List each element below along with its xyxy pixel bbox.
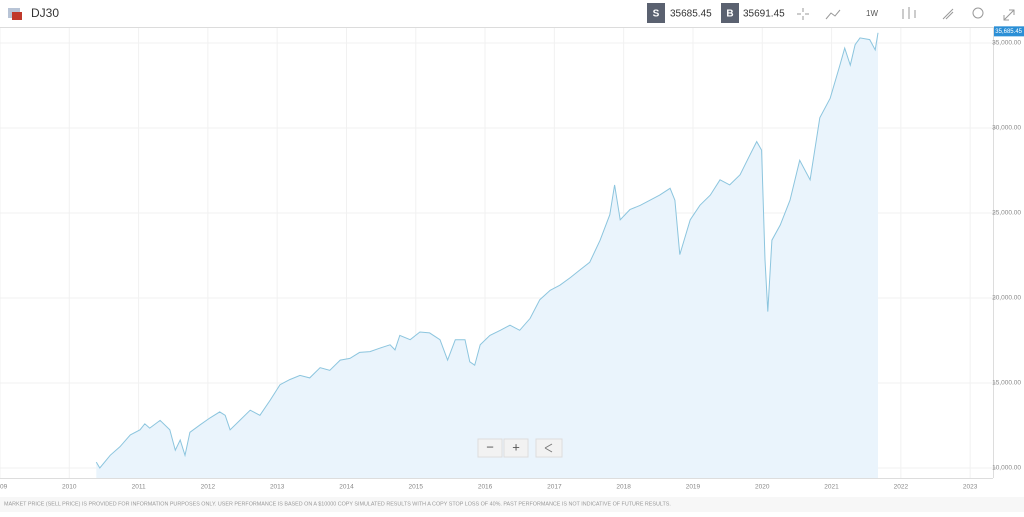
zoom-in-button[interactable] bbox=[503, 438, 529, 458]
x-tick-label: 2023 bbox=[963, 484, 978, 491]
zoom-out-label: − bbox=[486, 439, 494, 454]
last-price-label: 35,685.45 bbox=[995, 29, 1022, 35]
x-tick-label: 2009 bbox=[0, 484, 8, 491]
x-tick-label: 2019 bbox=[686, 484, 701, 491]
zoom-in-label: + bbox=[512, 439, 520, 454]
chart-type-icon[interactable] bbox=[825, 9, 841, 20]
y-tick-label: 20,000.00 bbox=[992, 295, 1021, 302]
plot bbox=[0, 28, 993, 479]
sell-price: 35685.45 bbox=[670, 9, 712, 20]
x-tick-label: 2016 bbox=[478, 484, 493, 491]
x-tick-label: 2012 bbox=[201, 484, 216, 491]
footer-bar bbox=[0, 497, 1024, 512]
toolbar bbox=[797, 7, 1015, 21]
share-button[interactable] bbox=[535, 438, 563, 458]
symbol: DJ30 bbox=[31, 6, 59, 20]
timeframe[interactable]: 1W bbox=[866, 9, 878, 18]
fullscreen-icon[interactable] bbox=[1003, 9, 1015, 21]
y-tick-label: 25,000.00 bbox=[992, 210, 1021, 217]
y-tick-label: 35,000.00 bbox=[992, 40, 1021, 47]
sell-label: S bbox=[653, 9, 660, 20]
x-tick-label: 2017 bbox=[547, 484, 562, 491]
x-tick-label: 2015 bbox=[409, 484, 424, 491]
price-line bbox=[95, 32, 879, 469]
buy-label: B bbox=[726, 9, 733, 20]
crosshair-icon[interactable] bbox=[797, 8, 809, 20]
settings-icon[interactable] bbox=[972, 7, 984, 19]
disclaimer: MARKET PRICE (SELL PRICE) IS PROVIDED FO… bbox=[4, 501, 671, 507]
x-tick-label: 2022 bbox=[894, 484, 909, 491]
header-bar bbox=[0, 0, 1024, 27]
x-tick-label: 2011 bbox=[132, 484, 146, 491]
x-tick-label: 2014 bbox=[339, 484, 354, 491]
last-price-tag bbox=[994, 26, 1024, 37]
y-tick-label: 10,000.00 bbox=[992, 465, 1021, 472]
y-tick-label: 30,000.00 bbox=[992, 125, 1021, 132]
x-tick-label: 2018 bbox=[616, 484, 631, 491]
sell-button[interactable] bbox=[647, 3, 665, 23]
candle-icon[interactable] bbox=[902, 7, 916, 19]
buy-price: 35691.45 bbox=[743, 9, 785, 20]
y-tick-label: 15,000.00 bbox=[992, 380, 1021, 387]
x-tick-label: 2010 bbox=[62, 484, 77, 491]
symbol-flag bbox=[12, 12, 22, 20]
draw-icon[interactable] bbox=[942, 8, 954, 20]
x-tick-label: 2013 bbox=[270, 484, 285, 491]
x-tick-label: 2021 bbox=[824, 484, 839, 491]
buy-button[interactable] bbox=[721, 3, 739, 23]
x-tick-label: 2020 bbox=[755, 484, 770, 491]
zoom-out-button[interactable] bbox=[477, 438, 503, 458]
share-icon bbox=[544, 443, 553, 453]
area-fill bbox=[96, 32, 879, 479]
